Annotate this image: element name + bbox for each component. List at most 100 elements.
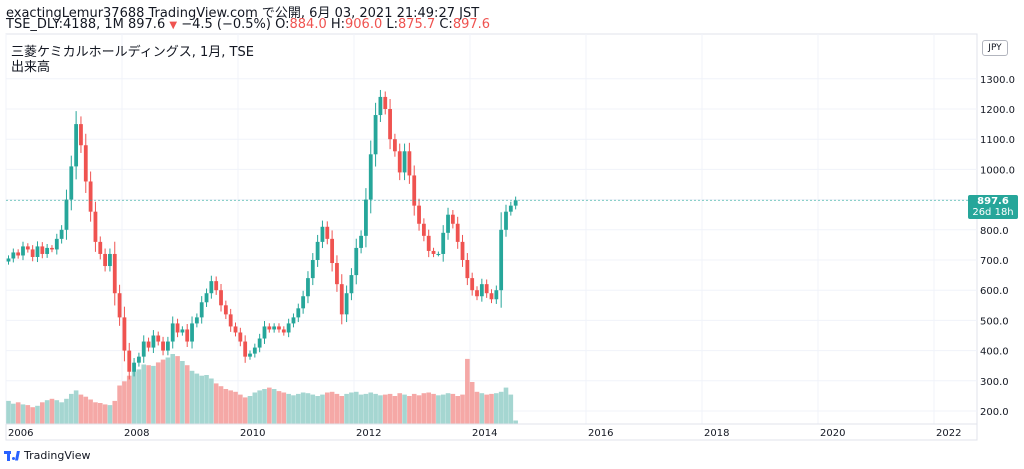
volume-bar	[479, 393, 485, 424]
volume-bar	[291, 395, 296, 424]
volume-bar	[257, 390, 262, 424]
tradingview-brand: TradingView	[24, 449, 91, 462]
candle-body	[83, 145, 88, 182]
volume-bar	[228, 390, 233, 424]
volume-bar	[78, 394, 84, 424]
volume-bar	[310, 394, 316, 424]
volume-bar	[407, 396, 412, 424]
volume-bar	[349, 392, 354, 424]
candle-body	[219, 290, 223, 306]
volume-bar	[320, 394, 325, 424]
high-value: 906.0	[345, 17, 383, 32]
x-tick-label: 2016	[588, 428, 613, 439]
candle-body	[194, 317, 199, 324]
ohlc-line: TSE_DLY:4188, 1M 897.6 ▼ −4.5 (−0.5%) O:…	[6, 17, 490, 32]
volume-bar	[199, 375, 204, 424]
volume-bar	[324, 392, 330, 424]
volume-legend: 出来高	[11, 60, 51, 75]
volume-bar	[445, 393, 451, 424]
candle-body	[233, 326, 238, 333]
volume-bar	[64, 398, 69, 424]
volume-bar	[30, 407, 35, 424]
candle-body	[45, 247, 50, 254]
candle-body	[156, 335, 161, 342]
candle-body	[421, 223, 426, 236]
candle-body	[180, 329, 185, 333]
volume-bar	[102, 404, 108, 424]
candle-body	[93, 211, 98, 242]
candle-body	[199, 302, 204, 318]
candle-body	[407, 151, 412, 176]
y-tick-label: 800.0	[980, 226, 1009, 237]
volume-bar	[281, 392, 287, 424]
volume-bar	[494, 393, 499, 424]
volume-bar	[68, 393, 74, 424]
tradingview-logo[interactable]: TradingView	[4, 449, 90, 462]
volume-bar	[242, 397, 248, 424]
volume-bar	[180, 361, 185, 424]
candle-body	[204, 293, 209, 303]
volume-bar	[440, 394, 446, 424]
volume-bar	[59, 402, 64, 424]
candle-body	[412, 175, 417, 206]
volume-bar	[93, 402, 98, 424]
volume-bar	[397, 393, 403, 424]
candle-body	[54, 238, 59, 250]
volume-bar	[15, 402, 21, 424]
candle-body	[436, 253, 441, 255]
candle-body	[402, 151, 407, 173]
open-label: O:	[275, 17, 290, 32]
currency-button[interactable]: JPY	[982, 40, 1008, 56]
candle-body	[117, 293, 122, 318]
volume-bar	[436, 395, 441, 424]
candle-body	[446, 214, 450, 233]
candle-body	[112, 253, 117, 294]
candle-body	[228, 314, 233, 327]
candle-body	[16, 252, 21, 256]
candle-body	[373, 115, 378, 155]
candlesticks	[6, 89, 518, 380]
volume-bar	[368, 392, 374, 424]
price-axis: 1300.01200.01100.01000.0900.0800.0700.06…	[980, 75, 1015, 418]
candle-body	[252, 347, 257, 354]
candle-body	[69, 166, 74, 200]
volume-bar	[305, 393, 311, 424]
volume-bar	[329, 391, 335, 424]
candle-body	[141, 341, 146, 357]
volume-bar	[126, 375, 132, 424]
candle-body	[98, 241, 103, 254]
candle-body	[243, 341, 248, 357]
volume-bar	[194, 373, 200, 424]
candle-body	[132, 362, 136, 372]
candle-body	[484, 284, 489, 294]
volume-bar	[97, 403, 103, 424]
volume-bar	[131, 371, 137, 424]
volume-bar	[73, 390, 79, 424]
volume-bar	[276, 391, 282, 424]
candle-body	[262, 326, 267, 339]
candle-body	[306, 278, 310, 297]
volume-bar	[40, 402, 45, 424]
candle-body	[465, 260, 470, 279]
volume-bar	[20, 404, 26, 424]
candle-body	[470, 278, 475, 291]
volume-bar	[474, 391, 480, 424]
volume-bar	[296, 393, 301, 424]
volume-bar	[252, 392, 258, 424]
volume-bar	[204, 375, 209, 424]
volume-bar	[267, 387, 272, 424]
volume-bar	[112, 400, 118, 424]
candle-body	[190, 323, 194, 342]
volume-bar	[373, 393, 378, 424]
volume-bar	[484, 394, 489, 424]
candle-body	[50, 247, 54, 250]
volume-bar	[155, 362, 161, 424]
volume-bar	[83, 396, 89, 424]
last-price-value: 897.6	[977, 196, 1009, 207]
volume-bar	[334, 393, 340, 424]
candle-body	[441, 232, 446, 254]
volume-bar	[54, 400, 60, 424]
candle-body	[11, 252, 16, 259]
volume-bar	[498, 391, 504, 424]
